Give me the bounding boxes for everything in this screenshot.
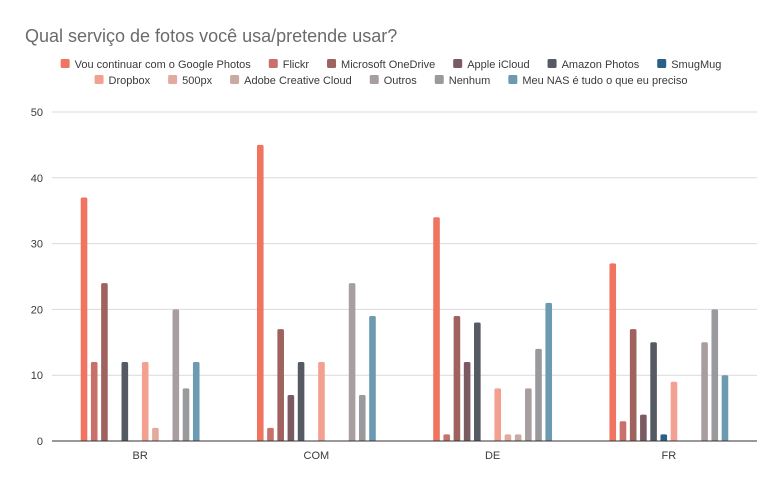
- bar-br-500px: [152, 427, 159, 441]
- bar-de-500px: [504, 434, 512, 441]
- bar-br-nenhum: [182, 388, 190, 441]
- bar-br-flickr: [90, 362, 98, 441]
- x-tick-label-com: COM: [304, 450, 330, 462]
- bar-de-nenhum: [535, 348, 542, 441]
- bar-fr-dropbox: [670, 381, 678, 441]
- chart-title: Qual serviço de fotos você usa/pretende …: [25, 26, 397, 46]
- legend-label: Adobe Creative Cloud: [244, 75, 352, 87]
- legend: Vou continuar com o Google Photos Flickr M…: [60, 59, 721, 87]
- y-tick-label: 10: [31, 370, 43, 382]
- bar-com-apple-icloud: [287, 394, 295, 441]
- legend-item-meu-nas-e-tudo-o-que-eu-preciso: Meu NAS é tudo o que eu preciso: [508, 75, 687, 87]
- bar-fr-amazon-photos: [650, 342, 657, 441]
- legend-swatch: [327, 59, 337, 68]
- bar-com-outros: [348, 283, 356, 441]
- legend-swatch: [434, 75, 444, 84]
- legend-label: Vou continuar com o Google Photos: [75, 59, 252, 71]
- legend-swatch: [547, 59, 557, 68]
- legend-item-microsoft-onedrive: Microsoft OneDrive: [327, 59, 435, 71]
- y-tick-label: 20: [31, 304, 43, 316]
- legend-label: 500px: [182, 75, 212, 87]
- bar-fr-microsoft-onedrive: [629, 329, 637, 441]
- bars: [52, 144, 757, 442]
- x-tick-label-fr: FR: [662, 450, 677, 462]
- x-tick-label-de: DE: [485, 450, 500, 462]
- legend-swatch: [369, 75, 379, 84]
- y-axis: 0 10 20 30 40 50: [31, 107, 43, 448]
- legend-swatch: [268, 59, 278, 68]
- bar-de-flickr: [443, 434, 451, 441]
- bar-de-dropbox: [494, 388, 502, 441]
- bar-br-amazon-photos: [121, 362, 129, 441]
- y-tick-label: 40: [31, 173, 43, 185]
- bar-com-amazon-photos: [297, 362, 305, 441]
- legend-item-apple-icloud: Apple iCloud: [453, 59, 530, 71]
- bar-fr-nenhum: [711, 309, 719, 441]
- y-tick-label: 50: [31, 107, 43, 119]
- bar-fr-outros: [701, 342, 708, 441]
- legend-label: Microsoft OneDrive: [341, 59, 435, 71]
- legend-label: Apple iCloud: [467, 59, 529, 71]
- legend-item-adobe-creative-cloud: Adobe Creative Cloud: [230, 75, 352, 87]
- bar-fr-apple-icloud: [640, 414, 647, 441]
- bar-de-adobe-creative-cloud: [514, 434, 522, 441]
- legend-swatch: [657, 59, 667, 68]
- bar-de-microsoft-onedrive: [453, 315, 461, 441]
- legend-item-flickr: Flickr: [268, 59, 310, 71]
- bar-br-dropbox: [141, 362, 149, 441]
- legend-item-vou-continuar-com-o-google-photos: Vou continuar com o Google Photos: [60, 59, 252, 71]
- bar-com-vou-continuar-com-o-google-photos: [256, 144, 264, 441]
- legend-swatch: [508, 75, 518, 84]
- legend-swatch: [60, 59, 70, 68]
- legend-item-smugmug: SmugMug: [657, 59, 721, 71]
- bar-com-nenhum: [358, 394, 366, 441]
- bar-de-amazon-photos: [474, 322, 481, 441]
- bar-fr-flickr: [619, 421, 627, 441]
- legend-label: SmugMug: [671, 59, 721, 71]
- bar-br-microsoft-onedrive: [101, 283, 108, 441]
- bar-com-meu-nas-e-tudo-o-que-eu-preciso: [369, 315, 376, 441]
- legend-label: Dropbox: [109, 75, 151, 87]
- legend-swatch: [168, 75, 178, 84]
- bar-com-flickr: [267, 427, 274, 441]
- legend-item-outros: Outros: [369, 75, 418, 87]
- legend-item-dropbox: Dropbox: [94, 75, 151, 87]
- bar-fr-meu-nas-e-tudo-o-que-eu-preciso: [721, 375, 729, 441]
- legend-item-amazon-photos: Amazon Photos: [547, 59, 640, 71]
- legend-label: Meu NAS é tudo o que eu preciso: [522, 75, 687, 87]
- bar-fr-vou-continuar-com-o-google-photos: [609, 263, 617, 441]
- bar-com-dropbox: [318, 362, 325, 441]
- bar-br-outros: [172, 309, 180, 441]
- y-tick-label: 30: [31, 239, 43, 251]
- bar-fr-smugmug: [660, 434, 668, 441]
- y-tick-label: 0: [37, 436, 43, 448]
- legend-label: Nenhum: [449, 75, 491, 87]
- bar-de-outros: [525, 388, 532, 441]
- x-axis: BR COM DE FR: [132, 450, 676, 462]
- x-tick-label-br: BR: [132, 450, 147, 462]
- legend-label: Outros: [384, 75, 418, 87]
- legend-swatch: [94, 75, 104, 84]
- legend-item-nenhum: Nenhum: [434, 75, 491, 87]
- legend-swatch: [230, 75, 240, 84]
- legend-item-500px: 500px: [168, 75, 213, 87]
- bar-de-meu-nas-e-tudo-o-que-eu-preciso: [545, 302, 553, 441]
- bar-de-vou-continuar-com-o-google-photos: [433, 217, 440, 441]
- legend-label: Amazon Photos: [562, 59, 640, 71]
- legend-label: Flickr: [283, 59, 310, 71]
- bar-br-vou-continuar-com-o-google-photos: [80, 197, 88, 441]
- bar-br-meu-nas-e-tudo-o-que-eu-preciso: [192, 362, 200, 441]
- bar-com-microsoft-onedrive: [277, 329, 284, 441]
- legend-swatch: [453, 59, 463, 68]
- bar-de-apple-icloud: [463, 362, 471, 441]
